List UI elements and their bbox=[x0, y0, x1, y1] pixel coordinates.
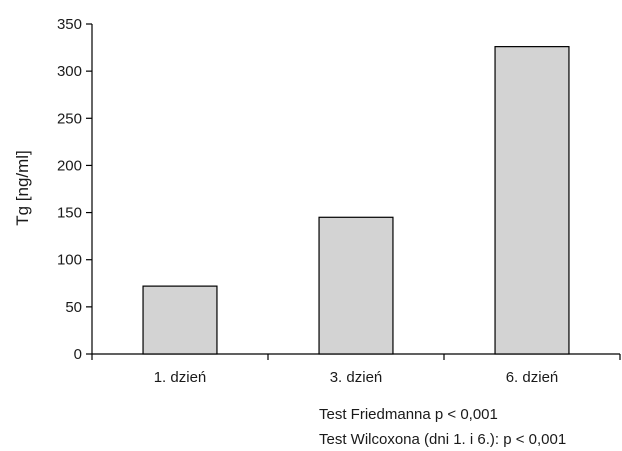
y-tick-label: 100 bbox=[57, 252, 82, 269]
x-axis: 1. dzień 3. dzień 6. dzień bbox=[91, 353, 621, 386]
y-tick-label: 150 bbox=[57, 205, 82, 222]
y-tick-label: 50 bbox=[65, 299, 82, 316]
bar bbox=[142, 285, 218, 355]
x-tick-label: 6. dzień bbox=[506, 369, 559, 386]
y-tick-label: 0 bbox=[74, 346, 82, 363]
bar bbox=[494, 46, 570, 355]
y-tick-label: 250 bbox=[57, 110, 82, 127]
y-axis-label: Tg [ng/ml] bbox=[13, 150, 32, 226]
annotation-friedman: Test Friedmanna p < 0,001 bbox=[319, 406, 498, 423]
x-tick-label: 1. dzień bbox=[154, 369, 207, 386]
bars bbox=[142, 46, 570, 355]
y-axis: 0 50 100 150 200 250 300 350 bbox=[57, 16, 93, 363]
y-tick-label: 350 bbox=[57, 16, 82, 33]
y-tick-label: 200 bbox=[57, 157, 82, 174]
annotation-wilcoxon: Test Wilcoxona (dni 1. i 6.): p < 0,001 bbox=[319, 431, 566, 448]
x-tick-label: 3. dzień bbox=[330, 369, 383, 386]
y-tick-label: 300 bbox=[57, 63, 82, 80]
bar bbox=[318, 216, 394, 355]
